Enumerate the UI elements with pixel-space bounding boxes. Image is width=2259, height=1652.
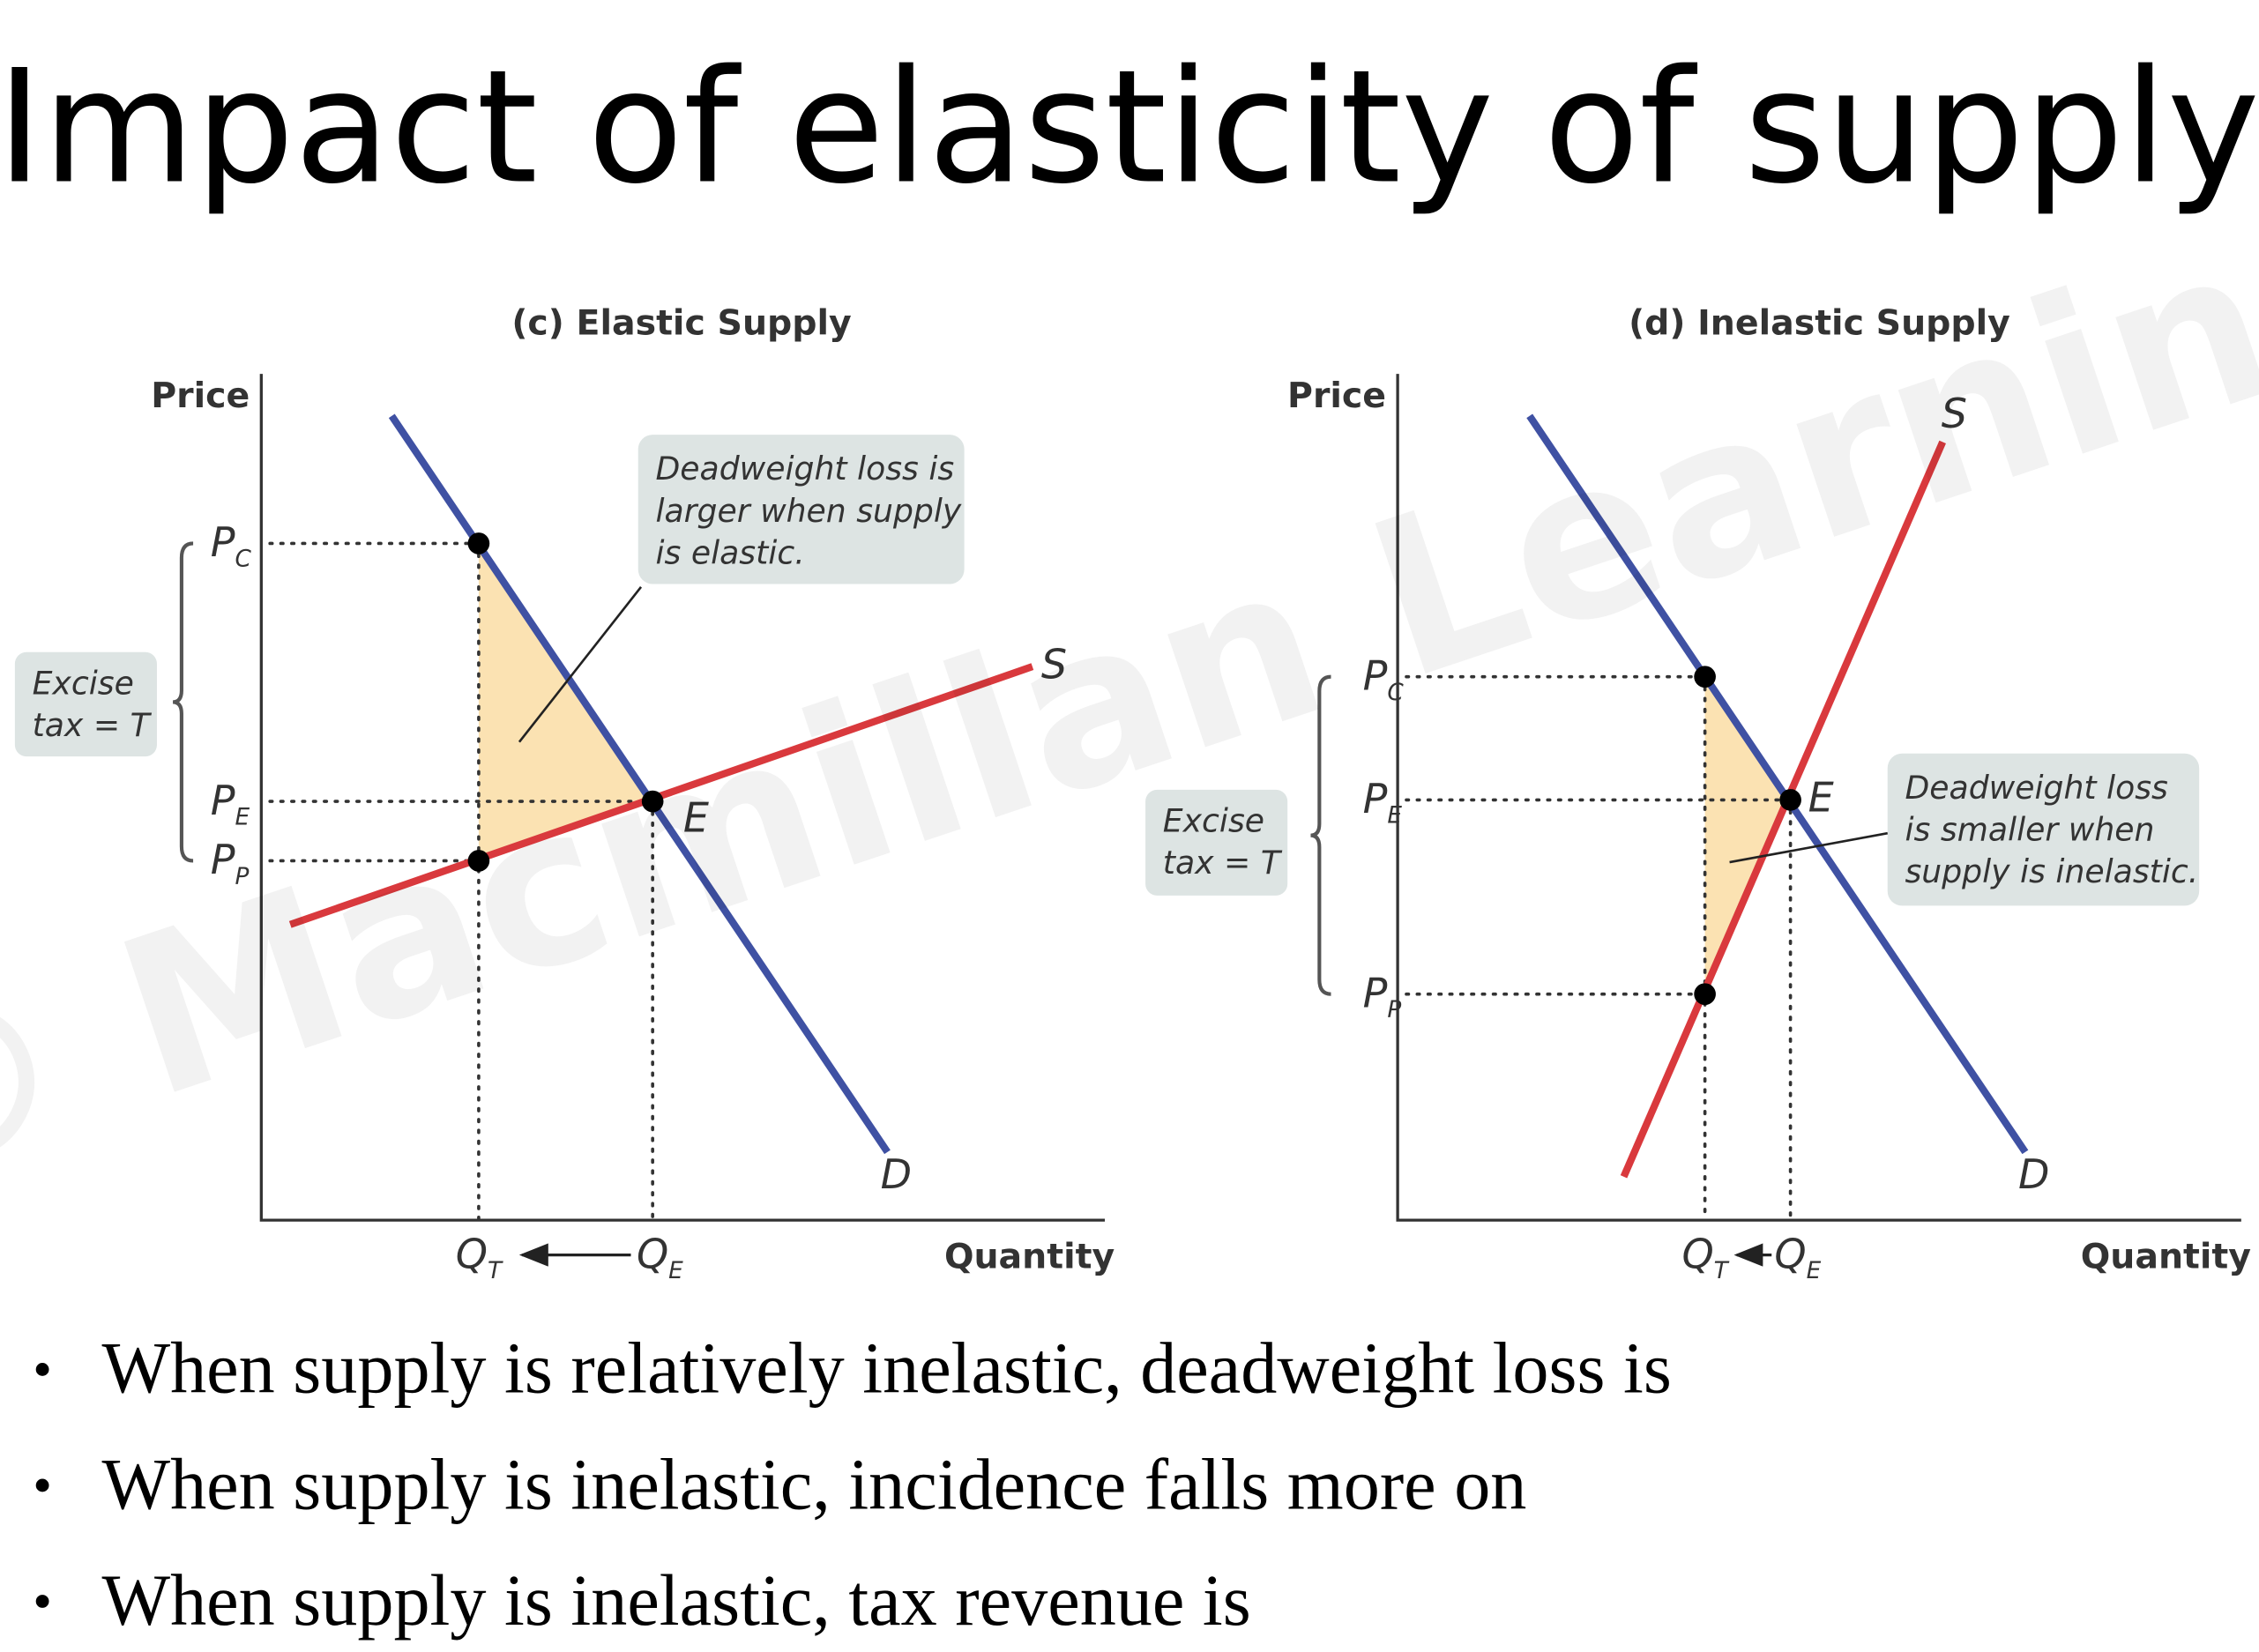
tax-text: tax = T: [33, 706, 153, 744]
callout-text: larger when supply: [655, 492, 961, 530]
price-label: PC: [211, 518, 252, 573]
brace: [172, 541, 194, 863]
point: [467, 532, 490, 554]
quantity-label-sub: T: [488, 1258, 503, 1284]
quantity-label: QT: [1681, 1230, 1729, 1284]
quantity-label: QE: [637, 1230, 683, 1284]
callout-text: is smaller when: [1905, 810, 2154, 848]
quantity-label-sub: T: [1714, 1258, 1730, 1284]
price-label-sub: E: [1387, 803, 1402, 830]
callout-box: [1887, 753, 2200, 906]
price-label: PP: [1363, 969, 1402, 1023]
callout-pointer: [1729, 831, 1888, 864]
callout-text: Deadweight loss is: [655, 450, 954, 487]
price-label-sub: E: [235, 804, 250, 830]
point: [1694, 983, 1716, 1006]
price-label-sub: P: [1387, 997, 1401, 1023]
slide-title: Impact of elasticity of supply: [0, 35, 2259, 218]
supply-label: S: [1942, 390, 1967, 437]
price-label: PE: [1363, 775, 1403, 830]
x-axis-label: Quantity: [2081, 1236, 2251, 1276]
tax-box: [1145, 789, 1288, 896]
quantity-label-main: Q: [456, 1230, 488, 1277]
supply-curve: [1620, 440, 1946, 1179]
x-axis-label: Quantity: [944, 1236, 1115, 1276]
tax-box: [14, 651, 157, 757]
callout-box: [637, 435, 965, 584]
panel-title: (c) Elastic Supply: [511, 303, 851, 344]
deadweight-loss-area: [478, 543, 653, 861]
tax-text: Excise: [1163, 802, 1264, 840]
callout-pointer: [518, 585, 643, 743]
deadweight-loss-area: [1704, 676, 1791, 994]
equilibrium-label: E: [1808, 774, 1834, 822]
price-label-main: P: [1363, 775, 1388, 822]
callout-text: Deadweight loss: [1905, 769, 2168, 807]
price-label-sub: C: [235, 547, 252, 573]
brace: [1310, 674, 1331, 996]
y-axis-label: Price: [151, 376, 250, 416]
point: [641, 790, 664, 813]
bullet-dot: [35, 1478, 49, 1492]
quantity-label-main: Q: [637, 1230, 668, 1277]
callout-text: is elastic.: [655, 533, 804, 571]
axes: [1396, 374, 2241, 1222]
demand-label: D: [881, 1150, 912, 1198]
axes: [259, 374, 1106, 1222]
price-label-sub: P: [235, 864, 250, 890]
point: [1694, 666, 1716, 688]
price-label-main: P: [1363, 651, 1388, 699]
quantity-label: QT: [456, 1230, 503, 1284]
price-label-main: P: [1363, 969, 1388, 1016]
tax-text: Excise: [33, 664, 134, 702]
price-label: PE: [211, 777, 250, 831]
bullet-text: When supply is inelastic, tax revenue is: [102, 1560, 1251, 1641]
callout-text: supply is inelastic.: [1905, 852, 2198, 890]
quantity-label: QE: [1774, 1230, 1821, 1284]
price-label: PC: [1363, 651, 1405, 706]
point: [1779, 789, 1801, 811]
price-label-sub: C: [1387, 680, 1404, 706]
quantity-label-sub: E: [668, 1258, 683, 1284]
bullet-dot: [35, 1363, 49, 1376]
price-label: PP: [211, 836, 250, 890]
quantity-label-main: Q: [1681, 1230, 1713, 1277]
point: [467, 850, 490, 872]
price-label-main: P: [211, 777, 235, 824]
tax-text: tax = T: [1163, 844, 1283, 882]
panel-title: (d) Inelastic Supply: [1629, 303, 2010, 344]
demand-curve: [1526, 413, 2029, 1155]
price-label-main: P: [211, 518, 235, 566]
supply-label: S: [1041, 640, 1067, 688]
bullet-dot: [35, 1595, 49, 1608]
demand-label: D: [2018, 1150, 2049, 1198]
equilibrium-label: E: [683, 794, 709, 842]
quantity-label-main: Q: [1774, 1230, 1806, 1277]
price-label-main: P: [211, 836, 235, 883]
y-axis-label: Price: [1287, 376, 1386, 416]
quantity-label-sub: E: [1807, 1258, 1822, 1284]
bullet-text: When supply is relatively inelastic, dea…: [102, 1328, 1672, 1409]
bullet-text: When supply is inelastic, incidence fall…: [102, 1444, 1527, 1524]
